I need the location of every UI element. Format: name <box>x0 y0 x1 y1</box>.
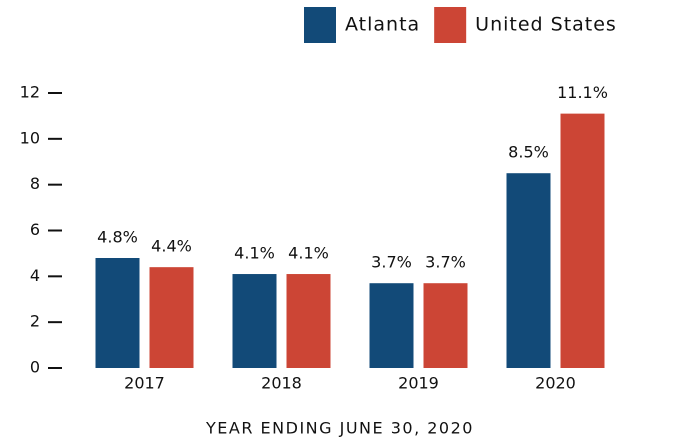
y-tick-label: 4 <box>30 266 40 285</box>
x-tick-label: 2017 <box>124 374 165 393</box>
value-label: 4.1% <box>288 244 329 263</box>
value-label: 4.8% <box>97 228 138 247</box>
value-label: 4.4% <box>151 237 192 256</box>
value-label: 4.1% <box>234 244 275 263</box>
x-tick-label: 2019 <box>398 374 439 393</box>
bar <box>95 258 140 368</box>
legend-swatch <box>434 7 467 43</box>
value-label: 3.7% <box>371 253 412 272</box>
legend-label: Atlanta <box>345 14 420 36</box>
x-tick-label: 2020 <box>535 374 576 393</box>
bar <box>506 173 551 368</box>
legend-label: United States <box>475 14 617 36</box>
y-tick-label: 0 <box>30 358 40 377</box>
y-tick-label: 10 <box>20 128 40 147</box>
legend-swatch <box>304 7 336 43</box>
bar <box>149 267 194 368</box>
bar <box>369 283 414 368</box>
value-label: 3.7% <box>425 253 466 272</box>
x-tick-label: 2018 <box>261 374 302 393</box>
x-axis-title: YEAR ENDING JUNE 30, 2020 <box>205 419 474 438</box>
bar <box>423 283 468 368</box>
y-tick-label: 12 <box>20 83 40 102</box>
y-tick-label: 8 <box>30 174 40 193</box>
y-tick-label: 6 <box>30 220 40 239</box>
bar <box>560 113 605 368</box>
bar <box>286 274 331 368</box>
value-label: 11.1% <box>557 83 608 102</box>
bar <box>232 274 277 368</box>
y-tick-label: 2 <box>30 312 40 331</box>
value-label: 8.5% <box>508 143 549 162</box>
